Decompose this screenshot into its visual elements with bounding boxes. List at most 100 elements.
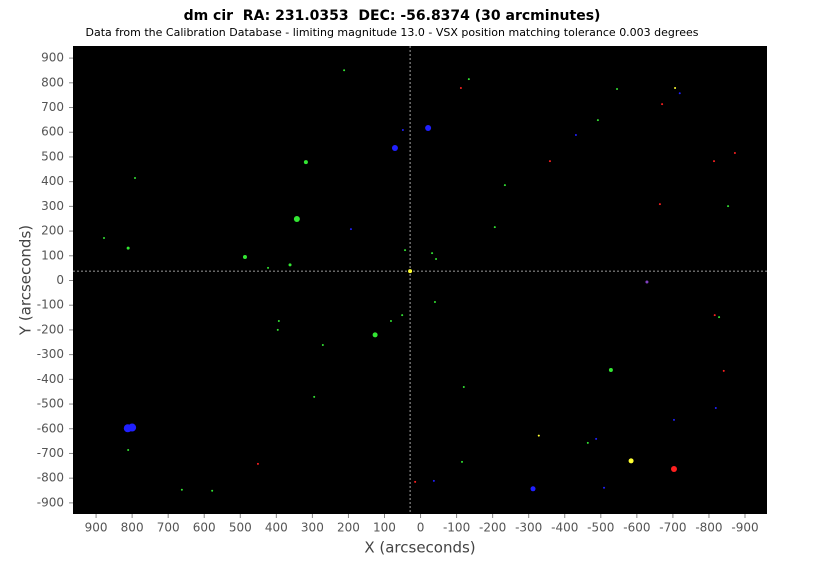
star bbox=[414, 480, 417, 483]
star bbox=[103, 236, 106, 239]
chart-title: dm cir RA: 231.0353 DEC: -56.8374 (30 ar… bbox=[184, 8, 601, 24]
y-tick-label: -200 bbox=[37, 322, 64, 336]
star bbox=[713, 314, 716, 317]
star bbox=[658, 203, 661, 206]
star bbox=[714, 406, 717, 409]
x-tick-label: 500 bbox=[229, 521, 252, 535]
star bbox=[596, 119, 599, 122]
x-tick-label: -900 bbox=[731, 521, 758, 535]
star bbox=[713, 160, 716, 163]
star bbox=[678, 92, 681, 95]
star bbox=[343, 69, 346, 72]
star bbox=[425, 125, 432, 132]
star bbox=[391, 145, 398, 152]
star bbox=[211, 489, 214, 492]
y-tick-label: 600 bbox=[41, 125, 64, 139]
star bbox=[661, 103, 664, 106]
x-tick-label: -200 bbox=[479, 521, 506, 535]
star bbox=[293, 215, 300, 222]
star bbox=[401, 314, 404, 317]
chart-subtitle: Data from the Calibration Database - lim… bbox=[86, 26, 699, 39]
star bbox=[467, 78, 470, 81]
y-tick-label: -800 bbox=[37, 471, 64, 485]
x-tick-label: 0 bbox=[417, 521, 425, 535]
star bbox=[645, 280, 649, 284]
y-tick-label: -600 bbox=[37, 421, 64, 435]
y-tick-label: 500 bbox=[41, 149, 64, 163]
star bbox=[462, 385, 465, 388]
star bbox=[548, 160, 551, 163]
star bbox=[127, 449, 130, 452]
star bbox=[537, 434, 540, 437]
star bbox=[718, 316, 721, 319]
x-tick-label: 100 bbox=[373, 521, 396, 535]
star bbox=[313, 395, 316, 398]
star bbox=[408, 269, 413, 274]
x-tick-label: 900 bbox=[85, 521, 108, 535]
y-tick-label: 800 bbox=[41, 75, 64, 89]
star bbox=[672, 418, 675, 421]
x-tick-label: -400 bbox=[551, 521, 578, 535]
y-tick-label: -500 bbox=[37, 397, 64, 411]
y-tick-label: -100 bbox=[37, 298, 64, 312]
star bbox=[722, 369, 725, 372]
plot-area bbox=[73, 46, 767, 514]
y-tick-label: 400 bbox=[41, 174, 64, 188]
star bbox=[586, 441, 589, 444]
star bbox=[303, 160, 308, 165]
star bbox=[670, 466, 677, 473]
y-tick-label: -900 bbox=[37, 495, 64, 509]
star bbox=[128, 423, 137, 432]
star bbox=[674, 87, 677, 90]
star bbox=[608, 367, 613, 372]
x-tick-label: 800 bbox=[121, 521, 144, 535]
star bbox=[461, 460, 464, 463]
star bbox=[628, 458, 634, 464]
y-tick-label: 200 bbox=[41, 224, 64, 238]
star bbox=[389, 320, 392, 323]
star bbox=[459, 87, 462, 90]
star bbox=[435, 257, 438, 260]
star bbox=[349, 228, 352, 231]
star bbox=[180, 488, 183, 491]
star bbox=[595, 437, 598, 440]
star bbox=[372, 332, 378, 338]
y-tick-label: 100 bbox=[41, 248, 64, 262]
star bbox=[503, 184, 506, 187]
star bbox=[134, 176, 137, 179]
star bbox=[242, 255, 247, 260]
star bbox=[126, 246, 130, 250]
x-tick-label: -600 bbox=[623, 521, 650, 535]
y-tick-label: -300 bbox=[37, 347, 64, 361]
star bbox=[432, 479, 435, 482]
x-tick-label: 200 bbox=[337, 521, 360, 535]
y-tick-label: -400 bbox=[37, 372, 64, 386]
star bbox=[493, 226, 496, 229]
star bbox=[276, 328, 279, 331]
x-tick-label: 400 bbox=[265, 521, 288, 535]
x-tick-label: 300 bbox=[301, 521, 324, 535]
star bbox=[603, 486, 606, 489]
x-tick-label: -100 bbox=[443, 521, 470, 535]
star bbox=[267, 266, 270, 269]
star bbox=[530, 486, 536, 492]
star bbox=[401, 129, 404, 132]
x-axis-label: X (arcseconds) bbox=[364, 539, 475, 557]
star bbox=[256, 462, 259, 465]
star bbox=[321, 343, 324, 346]
x-tick-label: -300 bbox=[515, 521, 542, 535]
y-tick-label: 700 bbox=[41, 100, 64, 114]
star bbox=[727, 205, 730, 208]
star bbox=[404, 249, 407, 252]
x-tick-label: -500 bbox=[587, 521, 614, 535]
x-tick-label: 700 bbox=[157, 521, 180, 535]
star bbox=[277, 320, 280, 323]
star bbox=[733, 151, 736, 154]
y-tick-label: 300 bbox=[41, 199, 64, 213]
x-tick-label: 600 bbox=[193, 521, 216, 535]
star bbox=[431, 252, 434, 255]
y-tick-label: -700 bbox=[37, 446, 64, 460]
star bbox=[433, 300, 436, 303]
x-tick-label: -800 bbox=[695, 521, 722, 535]
